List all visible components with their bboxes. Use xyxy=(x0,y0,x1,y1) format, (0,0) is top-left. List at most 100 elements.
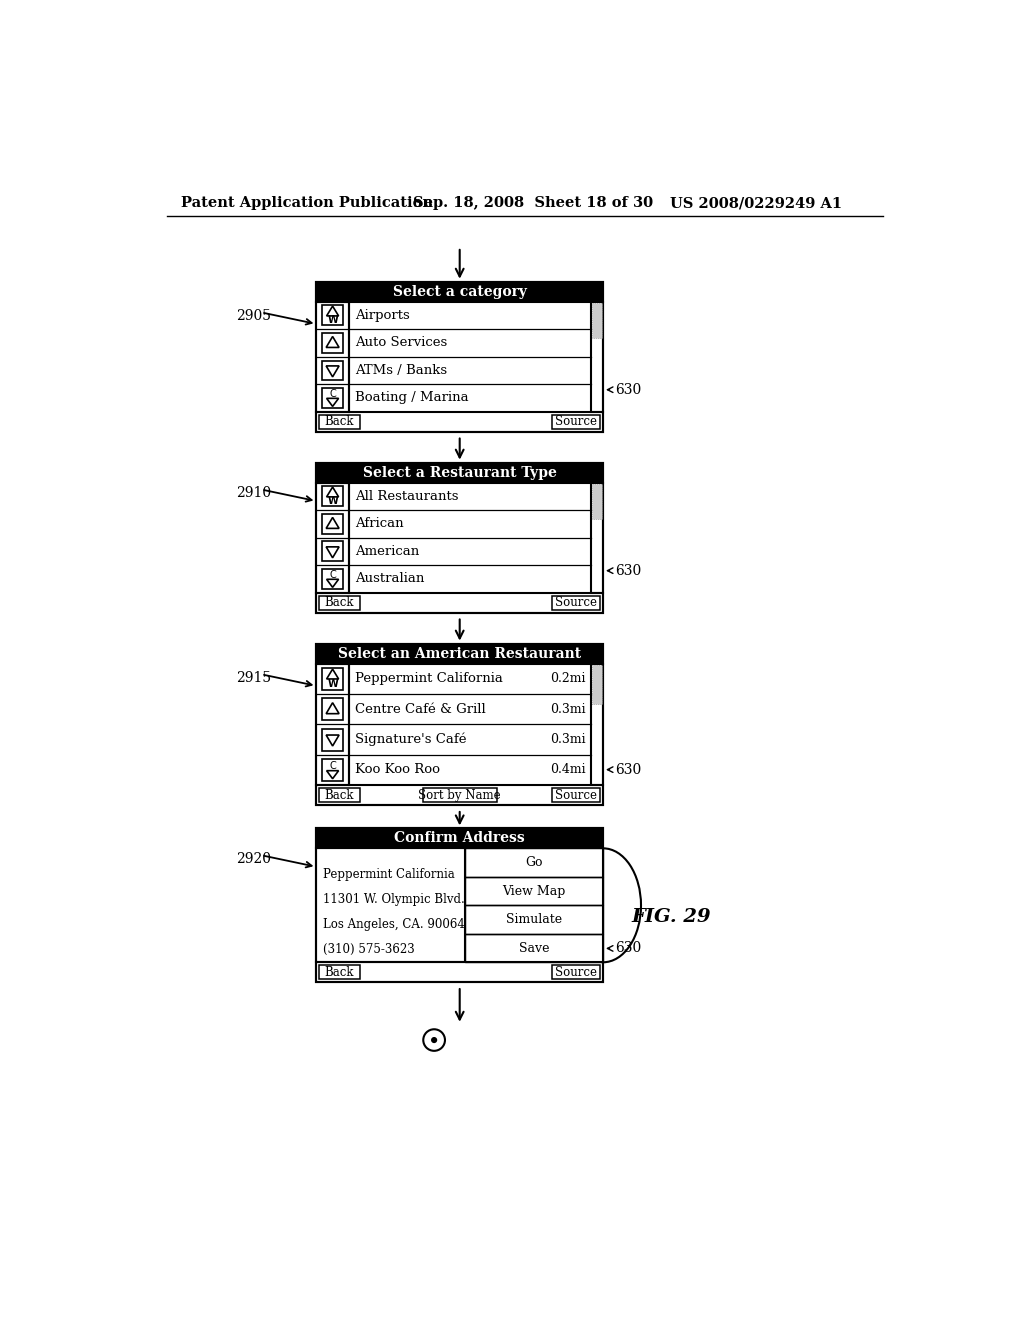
Bar xyxy=(552,414,600,429)
Bar xyxy=(591,483,603,593)
Bar xyxy=(316,281,603,302)
Text: Sort by Name: Sort by Name xyxy=(419,788,501,801)
Text: 11301 W. Olympic Blvd.: 11301 W. Olympic Blvd. xyxy=(323,894,464,906)
Text: W: W xyxy=(328,496,338,506)
Text: (310) 575-3623: (310) 575-3623 xyxy=(323,944,415,956)
Text: Source: Source xyxy=(555,416,597,428)
Bar xyxy=(316,849,465,962)
Bar xyxy=(316,829,603,849)
Bar xyxy=(316,483,349,593)
Bar xyxy=(322,698,343,721)
Text: American: American xyxy=(355,545,419,558)
Bar xyxy=(592,304,601,338)
Bar xyxy=(316,462,603,612)
Text: Simulate: Simulate xyxy=(506,913,562,927)
Text: Select an American Restaurant: Select an American Restaurant xyxy=(338,647,582,660)
Bar xyxy=(591,302,603,412)
Text: Patent Application Publication: Patent Application Publication xyxy=(180,197,433,210)
Text: Back: Back xyxy=(325,788,354,801)
Bar xyxy=(465,876,603,906)
Bar xyxy=(322,513,343,533)
Bar xyxy=(322,487,343,507)
Text: Save: Save xyxy=(519,941,549,954)
Bar xyxy=(316,664,349,785)
Text: C: C xyxy=(330,570,336,581)
Text: Signature's Café: Signature's Café xyxy=(355,733,467,746)
Text: Peppermint California: Peppermint California xyxy=(355,672,503,685)
Bar xyxy=(316,462,603,483)
Bar xyxy=(316,644,603,664)
Text: 2905: 2905 xyxy=(237,309,271,323)
Bar xyxy=(322,759,343,781)
Text: FIG. 29: FIG. 29 xyxy=(632,908,712,925)
Bar xyxy=(591,664,603,785)
Text: Go: Go xyxy=(525,857,543,869)
Bar xyxy=(552,595,600,610)
Text: W: W xyxy=(328,315,338,325)
Bar xyxy=(552,788,600,803)
Bar xyxy=(316,962,603,982)
Text: 630: 630 xyxy=(614,564,641,578)
Text: 0.2mi: 0.2mi xyxy=(551,672,586,685)
Text: View Map: View Map xyxy=(503,884,566,898)
Text: All Restaurants: All Restaurants xyxy=(355,490,459,503)
Bar xyxy=(319,595,359,610)
Text: ATMs / Banks: ATMs / Banks xyxy=(355,364,447,378)
Text: Select a category: Select a category xyxy=(392,285,526,298)
Text: Back: Back xyxy=(325,966,354,979)
Text: Source: Source xyxy=(555,788,597,801)
Text: 2915: 2915 xyxy=(237,671,271,685)
Text: 0.3mi: 0.3mi xyxy=(551,702,586,715)
Text: 0.4mi: 0.4mi xyxy=(551,763,586,776)
Text: African: African xyxy=(355,517,403,531)
Text: Boating / Marina: Boating / Marina xyxy=(355,392,469,404)
Bar xyxy=(552,965,600,979)
Text: Back: Back xyxy=(325,416,354,428)
Text: 2910: 2910 xyxy=(237,486,271,500)
Bar xyxy=(319,788,359,803)
Bar xyxy=(465,849,603,876)
Text: 630: 630 xyxy=(614,941,641,956)
Bar xyxy=(592,665,601,704)
Bar xyxy=(465,906,603,933)
Bar xyxy=(316,829,603,982)
Text: Koo Koo Roo: Koo Koo Roo xyxy=(355,763,440,776)
Bar xyxy=(316,785,603,805)
Bar xyxy=(316,281,603,432)
Text: W: W xyxy=(328,678,338,689)
Bar xyxy=(316,644,603,805)
Bar xyxy=(322,305,343,325)
Text: Airports: Airports xyxy=(355,309,410,322)
Text: 0.3mi: 0.3mi xyxy=(551,733,586,746)
Bar xyxy=(465,933,603,962)
Text: 2920: 2920 xyxy=(237,853,271,866)
Text: C: C xyxy=(330,760,336,771)
Circle shape xyxy=(431,1038,437,1043)
Bar xyxy=(319,965,359,979)
Bar xyxy=(316,412,603,432)
Bar xyxy=(322,541,343,561)
Bar xyxy=(592,484,601,519)
Text: Confirm Address: Confirm Address xyxy=(394,832,525,845)
Text: 630: 630 xyxy=(614,763,641,776)
Bar xyxy=(316,302,349,412)
Text: Los Angeles, CA. 90064: Los Angeles, CA. 90064 xyxy=(323,919,465,931)
Bar xyxy=(316,593,603,612)
Bar xyxy=(322,388,343,408)
Bar xyxy=(322,569,343,589)
Bar xyxy=(322,360,343,380)
Text: Source: Source xyxy=(555,966,597,979)
Bar xyxy=(319,414,359,429)
Bar xyxy=(322,333,343,352)
Text: 630: 630 xyxy=(614,383,641,397)
Text: US 2008/0229249 A1: US 2008/0229249 A1 xyxy=(671,197,843,210)
Text: Select a Restaurant Type: Select a Restaurant Type xyxy=(362,466,557,479)
Text: Australian: Australian xyxy=(355,573,425,585)
Text: Back: Back xyxy=(325,597,354,610)
Bar xyxy=(322,729,343,751)
Text: Sep. 18, 2008  Sheet 18 of 30: Sep. 18, 2008 Sheet 18 of 30 xyxy=(414,197,653,210)
Text: Source: Source xyxy=(555,597,597,610)
Text: Centre Café & Grill: Centre Café & Grill xyxy=(355,702,485,715)
Text: Peppermint California: Peppermint California xyxy=(323,869,455,880)
Bar xyxy=(423,788,497,803)
